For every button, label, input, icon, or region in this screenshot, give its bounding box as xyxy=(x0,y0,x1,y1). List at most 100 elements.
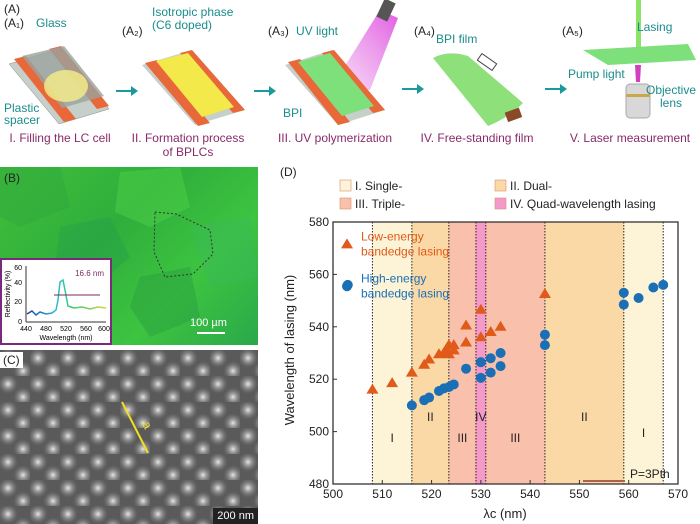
lens-text: lens xyxy=(660,96,683,110)
y-tick-label-540: 540 xyxy=(309,320,329,334)
panel-d-label: (D) xyxy=(280,165,297,179)
step-4-caption: IV. Free-standing film xyxy=(420,131,534,145)
region-legend: I. Single- II. Dual- III. Triple- IV. Quad-… xyxy=(339,179,656,211)
high-energy-point xyxy=(633,292,644,303)
low-energy-point xyxy=(447,339,460,350)
y-tick-label-520: 520 xyxy=(309,372,329,386)
high-energy-point xyxy=(485,353,496,364)
region-legend-label-2: II. Dual- xyxy=(510,179,552,193)
region-legend-label-3: III. Triple- xyxy=(355,197,405,211)
panel-c-scalebar: 200 nm xyxy=(213,508,258,524)
lasing-annotation: Lasing xyxy=(637,20,673,34)
y-tick-label-560: 560 xyxy=(309,267,329,281)
uv-light-annotation: UV light xyxy=(296,24,339,38)
plot-frame xyxy=(332,221,679,485)
low-energy-point xyxy=(474,303,487,314)
inset-xtick-560: 560 xyxy=(80,326,92,333)
region-4 xyxy=(475,222,486,484)
high-energy-point xyxy=(448,379,459,390)
step-a2-label: (A₂) xyxy=(122,24,143,38)
step-3-caption: III. UV polymerization xyxy=(277,131,393,145)
plastic-text: Plastic xyxy=(4,101,40,115)
inset-ylabel: Reflectivity (%) xyxy=(5,271,12,318)
region-legend-swatch-1 xyxy=(339,179,352,192)
inset-xtick-480: 480 xyxy=(40,326,52,333)
objective-text: Objective xyxy=(646,83,697,97)
x-axis-label: λc (nm) xyxy=(483,506,526,521)
bplc-illustration xyxy=(142,50,245,126)
inset-ytick-0: 0 xyxy=(18,319,22,326)
inset-xtick-600: 600 xyxy=(98,326,110,333)
lc-cell-illustration xyxy=(8,46,110,124)
pump-power-annotation: P=3Pth xyxy=(630,467,670,481)
step-2-caption-line2: of BPLCs xyxy=(162,145,214,159)
x-tick-label-570: 570 xyxy=(668,487,688,501)
arrow-4-icon xyxy=(545,84,567,94)
region-6 xyxy=(544,222,624,484)
step-a4-label: (A₄) xyxy=(414,24,435,38)
x-tick-label-510: 510 xyxy=(372,487,392,501)
low-energy-point xyxy=(386,377,399,388)
isotropic-annotation: Isotropic phase (C6 doped) xyxy=(152,6,233,32)
inset-ytick-60: 60 xyxy=(14,265,22,272)
panel-c-scalebar-label: 200 nm xyxy=(217,510,254,522)
panel-b-scalebar-label: 100 µm xyxy=(190,317,227,329)
high-energy-point xyxy=(539,329,550,340)
high-energy-point xyxy=(485,367,496,378)
y-tick-label-500: 500 xyxy=(309,425,329,439)
x-tick-label-540: 540 xyxy=(520,487,540,501)
free-standing-film-illustration xyxy=(433,52,523,126)
low-energy-point xyxy=(538,288,551,299)
series-legend-label-1: Low-energy xyxy=(361,229,424,243)
high-energy-point xyxy=(495,361,506,372)
bpi-annotation: BPI xyxy=(283,106,303,120)
inset-xtick-520: 520 xyxy=(60,326,72,333)
spacer-text: spacer xyxy=(4,113,41,127)
low-energy-point xyxy=(418,358,431,369)
x-tick-label-560: 560 xyxy=(619,487,639,501)
x-tick-label-520: 520 xyxy=(422,487,442,501)
region-legend-swatch-3 xyxy=(339,197,352,210)
axes-layer: 500 510 520 530 540 550 560 5704805005205405605… xyxy=(309,215,688,501)
y-tick-label-480: 480 xyxy=(309,477,329,491)
points-layer xyxy=(342,279,669,411)
sem-lattice: a xyxy=(0,350,258,524)
reflectivity-inset: 60 40 20 0 440 480 520 560 600 Wavelengt… xyxy=(0,258,112,345)
arrow-3-icon xyxy=(402,84,424,94)
region-label-5: III xyxy=(510,431,520,445)
panel-b-label: (B) xyxy=(4,171,20,185)
arrow-2-icon xyxy=(254,86,276,96)
laser-measurement-illustration xyxy=(583,0,696,119)
inset-fwhm-annotation: 16.6 nm xyxy=(75,269,104,278)
high-energy-point xyxy=(618,299,629,310)
uv-polymerization-illustration xyxy=(285,0,398,125)
y-tick-label-580: 580 xyxy=(309,215,329,229)
region-legend-swatch-4 xyxy=(494,197,507,210)
x-tick-label-500: 500 xyxy=(323,487,343,501)
isotropic-line2: (C6 doped) xyxy=(152,18,213,32)
low-energy-point xyxy=(474,331,487,342)
series-legend-label-2: High-energy xyxy=(361,271,426,285)
lasing-wavelength-chart: (D) I. Single- II. Dual- III. Triple- IV. Q… xyxy=(280,165,688,521)
objective-lens-annotation: Objective lens xyxy=(646,84,696,110)
high-energy-point xyxy=(618,287,629,298)
bpi-film-annotation: BPI film xyxy=(436,32,478,46)
panel-b-scalebar xyxy=(197,332,225,334)
high-energy-point xyxy=(648,282,659,293)
panel-c-sem-image: a (C) 200 nm xyxy=(0,350,258,524)
legend-triangle-icon xyxy=(341,238,353,249)
low-energy-point xyxy=(423,353,436,364)
isotropic-line1: Isotropic phase xyxy=(152,5,234,19)
low-energy-point xyxy=(460,336,473,347)
region-label-6: II xyxy=(581,410,588,424)
high-energy-point xyxy=(475,372,486,383)
panel-c-label: (C) xyxy=(0,352,23,368)
region-legend-swatch-2 xyxy=(494,179,507,192)
region-label-2: II xyxy=(427,410,434,424)
region-legend-label-1: I. Single- xyxy=(355,179,402,193)
region-legend-label-4: IV. Quad-wavelength lasing xyxy=(510,197,656,211)
x-tick-label-530: 530 xyxy=(471,487,491,501)
x-tick-label-550: 550 xyxy=(569,487,589,501)
high-energy-point xyxy=(461,363,472,374)
